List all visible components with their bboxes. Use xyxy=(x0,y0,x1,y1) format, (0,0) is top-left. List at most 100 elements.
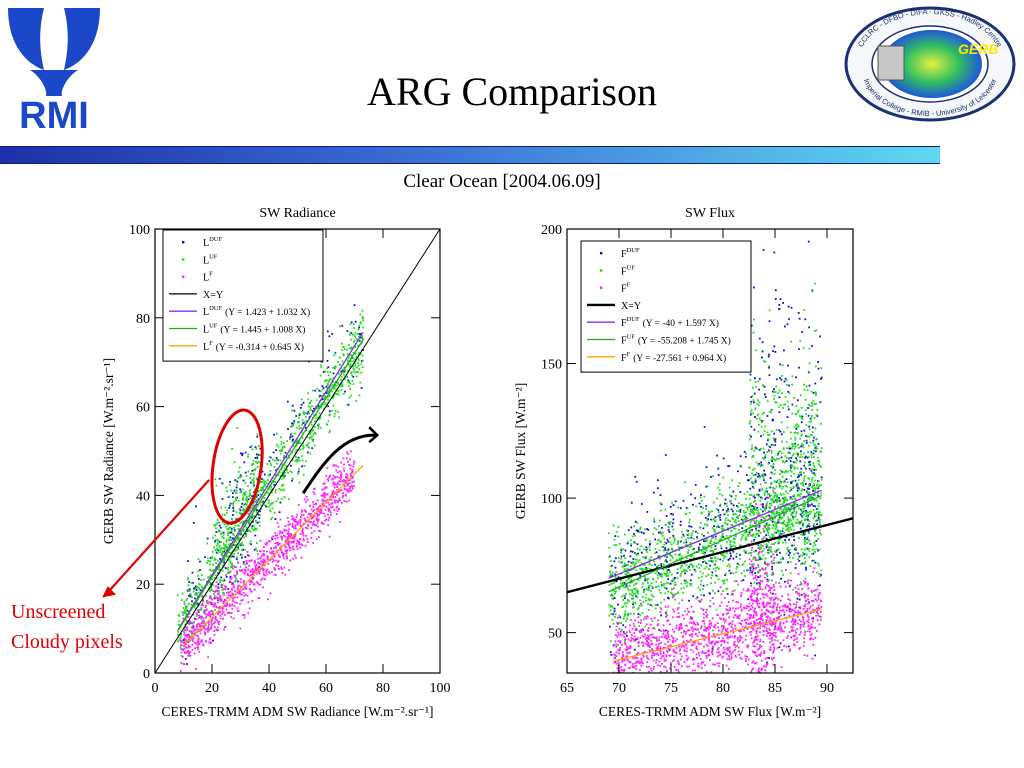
scatter-point xyxy=(353,462,355,465)
scatter-point xyxy=(233,529,236,531)
scatter-point xyxy=(328,510,330,512)
scatter-point xyxy=(630,501,633,504)
scatter-point xyxy=(207,614,209,616)
scatter-point xyxy=(807,414,810,417)
scatter-point xyxy=(744,539,747,541)
scatter-point xyxy=(184,610,187,613)
scatter-point xyxy=(660,532,663,535)
scatter-point xyxy=(730,495,733,498)
scatter-point xyxy=(347,385,350,388)
scatter-point xyxy=(252,473,255,475)
scatter-point xyxy=(257,489,259,492)
scatter-point xyxy=(804,318,807,321)
scatter-point xyxy=(814,505,817,508)
scatter-point xyxy=(336,493,338,496)
scatter-point xyxy=(306,541,309,543)
scatter-point xyxy=(181,655,184,658)
scatter-point xyxy=(803,562,806,565)
scatter-point xyxy=(623,565,626,567)
scatter-point xyxy=(295,516,298,518)
scatter-point xyxy=(330,495,333,497)
scatter-point xyxy=(661,535,664,537)
scatter-point xyxy=(300,398,303,401)
scatter-point xyxy=(618,622,621,624)
scatter-point xyxy=(697,577,700,579)
scatter-point xyxy=(181,639,183,642)
scatter-point xyxy=(753,482,755,485)
scatter-point xyxy=(609,606,612,608)
scatter-point xyxy=(329,509,331,512)
scatter-point xyxy=(305,444,308,447)
scatter-point xyxy=(188,594,190,597)
scatter-point xyxy=(817,492,819,494)
scatter-point xyxy=(278,488,281,490)
scatter-point xyxy=(758,488,761,491)
scatter-point xyxy=(246,573,249,575)
scatter-point xyxy=(625,620,628,622)
scatter-point xyxy=(644,538,647,541)
scatter-point xyxy=(724,502,726,505)
scatter-point xyxy=(712,535,714,538)
scatter-point xyxy=(785,478,788,480)
scatter-point xyxy=(697,551,700,554)
scatter-point xyxy=(196,586,198,588)
scatter-point xyxy=(710,549,712,552)
scatter-point xyxy=(327,519,330,521)
scatter-point xyxy=(636,543,639,546)
scatter-point xyxy=(618,588,621,590)
scatter-point xyxy=(285,546,287,549)
scatter-point xyxy=(214,618,217,621)
scatter-point xyxy=(739,455,742,458)
scatter-point xyxy=(700,575,703,578)
scatter-point xyxy=(225,608,228,611)
scatter-point xyxy=(281,568,283,570)
scatter-point xyxy=(295,556,297,559)
legend-label-sup: F xyxy=(209,271,213,278)
scatter-point xyxy=(762,447,765,450)
scatter-point xyxy=(691,532,693,535)
scatter-point xyxy=(790,514,793,516)
scatter-point xyxy=(304,526,307,529)
scatter-point xyxy=(209,581,212,584)
scatter-point xyxy=(236,496,238,499)
scatter-point xyxy=(248,512,251,515)
scatter-point xyxy=(780,452,783,454)
scatter-point xyxy=(361,316,364,318)
scatter-point xyxy=(665,559,667,562)
scatter-point xyxy=(765,534,767,536)
scatter-point xyxy=(234,498,237,501)
scatter-point xyxy=(342,353,345,356)
scatter-point xyxy=(770,555,773,557)
scatter-point xyxy=(307,411,310,413)
scatter-point xyxy=(271,516,274,519)
scatter-point xyxy=(245,566,247,569)
scatter-point xyxy=(251,516,253,519)
scatter-point xyxy=(646,551,649,553)
scatter-point xyxy=(640,545,643,547)
scatter-point xyxy=(262,571,265,574)
scatter-point xyxy=(759,558,761,561)
scatter-point xyxy=(222,602,225,605)
scatter-point xyxy=(256,581,258,583)
scatter-point xyxy=(682,533,685,536)
legend-label-equation: (Y = 1.445 + 1.008 X) xyxy=(220,325,305,336)
scatter-point xyxy=(320,494,323,497)
scatter-point xyxy=(255,453,258,456)
scatter-point xyxy=(340,489,343,492)
scatter-point xyxy=(293,421,295,424)
scatter-point xyxy=(206,557,209,560)
scatter-point xyxy=(786,323,789,326)
scatter-point xyxy=(758,530,761,533)
scatter-point xyxy=(773,513,776,516)
scatter-point xyxy=(628,589,631,592)
scatter-point xyxy=(790,512,793,515)
scatter-point xyxy=(259,510,261,513)
scatter-point xyxy=(348,344,350,346)
scatter-point xyxy=(798,537,800,540)
scatter-point xyxy=(201,586,204,589)
scatter-point xyxy=(239,566,242,568)
scatter-point xyxy=(340,461,343,464)
scatter-point xyxy=(761,420,764,422)
scatter-point xyxy=(322,387,325,389)
scatter-point xyxy=(303,421,306,423)
